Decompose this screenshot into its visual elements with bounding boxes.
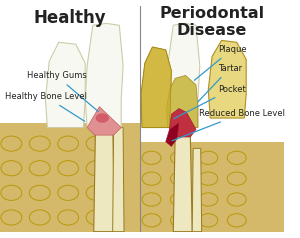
Polygon shape [94, 118, 115, 232]
Polygon shape [87, 107, 121, 135]
Polygon shape [113, 128, 124, 232]
Text: Reduced Bone Level: Reduced Bone Level [172, 109, 285, 141]
Polygon shape [45, 42, 85, 128]
Polygon shape [192, 148, 202, 232]
Text: Periodontal
Disease: Periodontal Disease [160, 6, 265, 38]
Polygon shape [140, 142, 284, 232]
Polygon shape [0, 123, 140, 232]
Polygon shape [208, 40, 246, 118]
Text: Pocket: Pocket [174, 84, 245, 119]
Polygon shape [141, 47, 171, 128]
Polygon shape [169, 109, 196, 137]
Ellipse shape [96, 113, 109, 123]
Polygon shape [173, 134, 192, 232]
Polygon shape [85, 23, 123, 128]
Text: Tartar: Tartar [198, 64, 242, 102]
Polygon shape [167, 75, 198, 128]
Text: Healthy Gums: Healthy Gums [26, 71, 98, 112]
Text: Plaque: Plaque [194, 45, 246, 80]
Polygon shape [166, 123, 179, 146]
Text: Healthy: Healthy [34, 9, 106, 27]
Polygon shape [166, 23, 200, 128]
Text: Healthy Bone Level: Healthy Bone Level [5, 92, 87, 121]
Polygon shape [141, 47, 171, 128]
